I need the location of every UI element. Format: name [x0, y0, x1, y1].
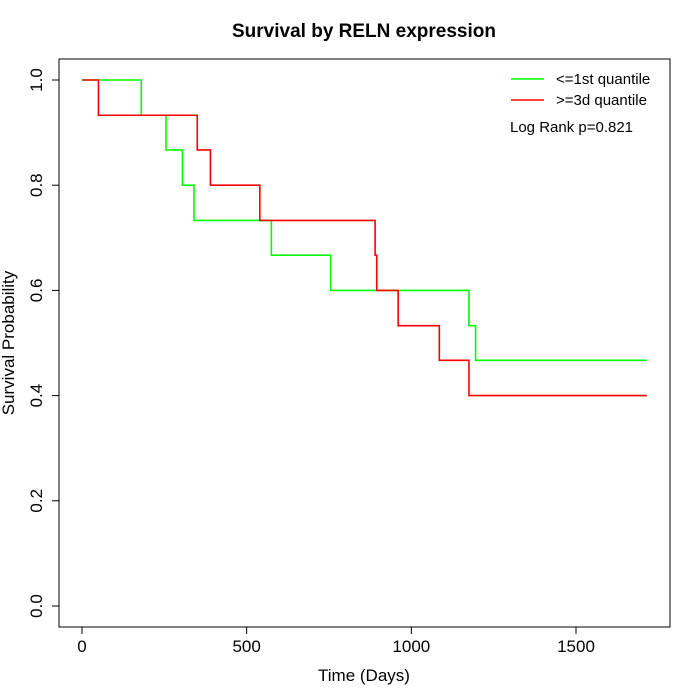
log-rank-annotation: Log Rank p=0.821: [510, 119, 633, 136]
legend: <=1st quantile >=3d quantile: [511, 71, 650, 109]
series-layer: [82, 79, 647, 397]
x-axis-label: Time (Days): [318, 666, 410, 685]
x-tick-label: 1000: [392, 637, 430, 656]
chart-title: Survival by RELN expression: [232, 21, 496, 42]
plot-area-frame: [58, 58, 671, 628]
y-tick-label: 0.0: [27, 594, 46, 618]
y-tick-label: 0.8: [27, 173, 46, 197]
legend-label: >=3d quantile: [556, 92, 647, 109]
x-tick-label: 0: [77, 637, 86, 656]
y-tick-label: 0.4: [27, 384, 46, 408]
legend-label: <=1st quantile: [556, 71, 650, 88]
x-tick-label: 1500: [557, 637, 595, 656]
y-axis: 0.0 0.2 0.4 0.6 0.8 1.0: [27, 68, 60, 618]
x-axis: 0 500 1000 1500: [77, 626, 595, 656]
x-tick-label: 500: [232, 637, 260, 656]
y-tick-label: 0.2: [27, 489, 46, 513]
series-line-2: [82, 79, 647, 397]
y-axis-label: Survival Probability: [0, 270, 18, 415]
y-tick-label: 1.0: [27, 68, 46, 92]
y-tick-label: 0.6: [27, 279, 46, 303]
